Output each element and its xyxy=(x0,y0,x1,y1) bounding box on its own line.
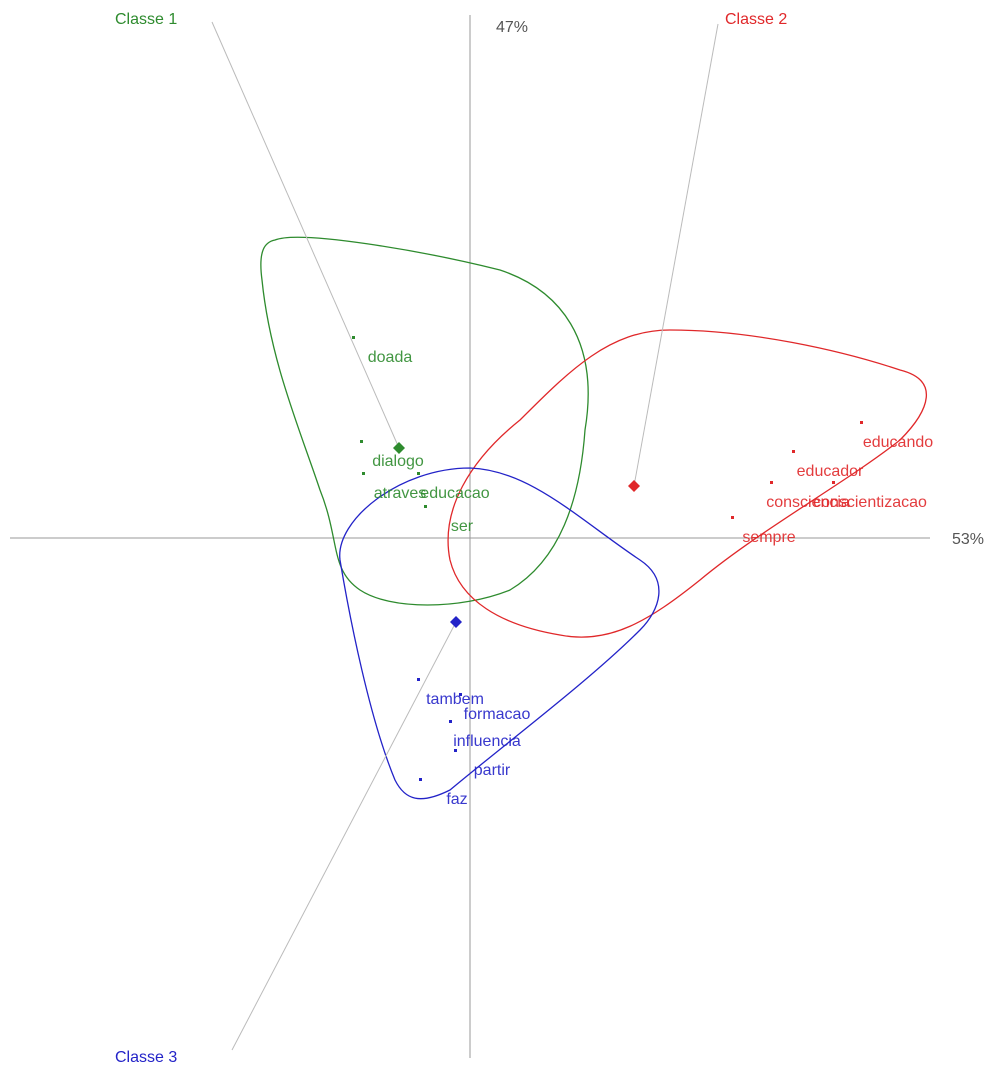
point-label: dialogo xyxy=(372,453,424,470)
point xyxy=(731,516,734,519)
point-label: consciencia xyxy=(766,494,850,511)
point xyxy=(352,336,355,339)
point xyxy=(360,440,363,443)
point xyxy=(459,693,462,696)
point-label: educacao xyxy=(420,485,489,502)
point xyxy=(417,472,420,475)
point xyxy=(860,421,863,424)
leader-line xyxy=(633,23,719,487)
x-axis-label: 53% xyxy=(952,531,984,548)
y-axis-label: 47% xyxy=(496,19,528,36)
point-label: sempre xyxy=(742,529,795,546)
point-label: influencia xyxy=(453,733,521,750)
centroid xyxy=(393,442,405,454)
leader-line xyxy=(231,621,457,1051)
point-label: educador xyxy=(797,463,864,480)
point xyxy=(424,505,427,508)
point xyxy=(832,481,835,484)
class-label: Classe 3 xyxy=(115,1049,177,1066)
cluster-hull xyxy=(339,467,660,800)
point xyxy=(417,678,420,681)
point-label: doada xyxy=(368,349,413,366)
class-label: Classe 2 xyxy=(725,11,787,28)
point xyxy=(449,720,452,723)
point-label: educando xyxy=(863,434,933,451)
point-label: faz xyxy=(446,791,467,808)
leader-line xyxy=(211,21,400,449)
point xyxy=(454,749,457,752)
point xyxy=(362,472,365,475)
point xyxy=(792,450,795,453)
point-label: tambem xyxy=(426,691,484,708)
point xyxy=(770,481,773,484)
class-label: Classe 1 xyxy=(115,11,177,28)
point-label: conscientizacao xyxy=(813,494,927,511)
centroid xyxy=(450,616,462,628)
point-label: partir xyxy=(474,762,511,779)
cluster-hull xyxy=(447,329,928,638)
point-label: formacao xyxy=(464,706,531,723)
point-label: ser xyxy=(451,518,474,535)
point-label: atraves xyxy=(374,485,426,502)
point xyxy=(419,778,422,781)
centroid xyxy=(628,480,640,492)
cluster-hull xyxy=(260,236,589,606)
